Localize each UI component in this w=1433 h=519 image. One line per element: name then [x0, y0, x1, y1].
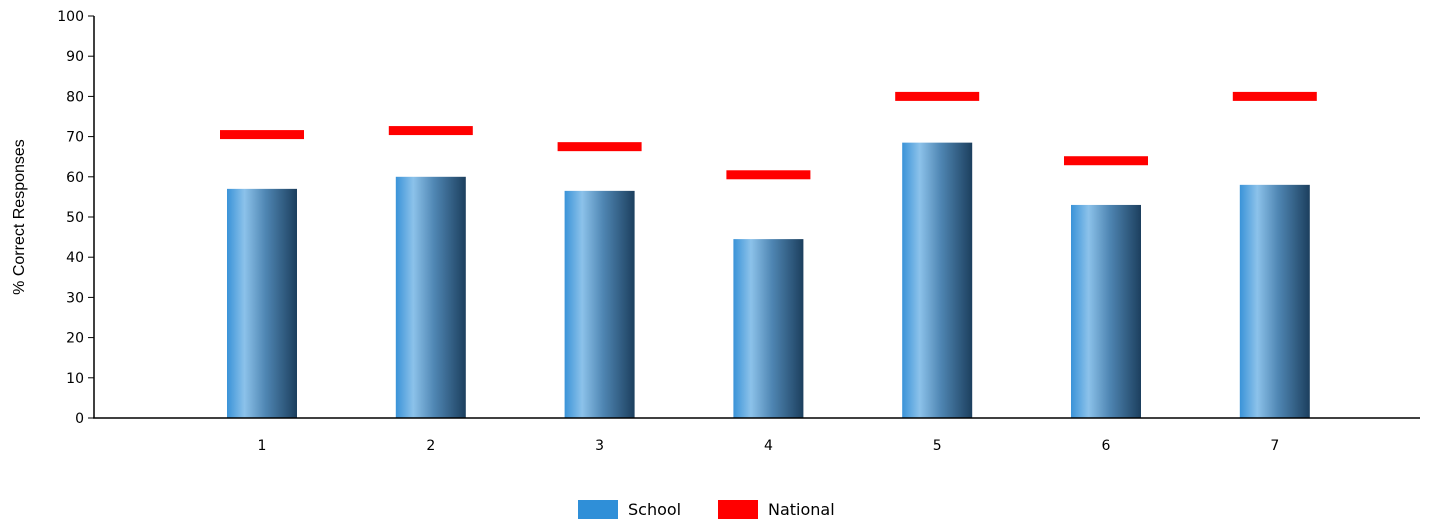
marker-national — [557, 142, 642, 152]
marker-national — [895, 91, 980, 101]
legend-swatch-national — [718, 500, 758, 519]
legend: School National — [578, 500, 835, 519]
x-tick-label: 3 — [595, 438, 604, 454]
y-tick-label: 100 — [57, 9, 84, 25]
marker-national — [220, 130, 304, 140]
y-tick-label: 70 — [66, 130, 84, 146]
x-axis-ticks: 1 2 3 4 5 6 7 — [258, 438, 1280, 454]
x-tick-label: 1 — [258, 438, 267, 454]
school-bars — [227, 142, 1310, 418]
y-tick-label: 20 — [66, 331, 84, 347]
y-tick-label: 50 — [66, 210, 84, 226]
bar-school — [227, 188, 297, 418]
legend-label-school: School — [628, 500, 681, 519]
y-axis-ticks: 0 10 20 30 40 50 60 70 80 90 100 — [57, 9, 94, 427]
bar-school — [733, 239, 804, 418]
y-tick-label: 40 — [66, 250, 84, 266]
national-markers — [220, 91, 1317, 180]
y-tick-label: 10 — [66, 371, 84, 387]
legend-label-national: National — [768, 500, 835, 519]
x-tick-label: 4 — [764, 438, 773, 454]
bar-school — [1071, 204, 1141, 418]
x-tick-label: 2 — [426, 438, 435, 454]
y-tick-label: 90 — [66, 49, 84, 65]
marker-national — [388, 126, 473, 136]
marker-national — [1064, 156, 1148, 166]
bar-school — [564, 190, 635, 418]
x-tick-label: 6 — [1102, 438, 1111, 454]
y-tick-label: 60 — [66, 170, 84, 186]
legend-swatch-school — [578, 500, 618, 519]
y-axis-title: % Correct Responses — [11, 139, 28, 295]
marker-national — [726, 170, 811, 180]
bar-school — [902, 142, 973, 418]
y-tick-label: 80 — [66, 89, 84, 105]
x-tick-label: 5 — [933, 438, 942, 454]
y-tick-label: 0 — [75, 411, 84, 427]
y-tick-label: 30 — [66, 290, 84, 306]
marker-national — [1232, 91, 1317, 101]
bar-school — [1239, 184, 1310, 418]
bar-school — [395, 176, 466, 418]
x-tick-label: 7 — [1270, 438, 1279, 454]
